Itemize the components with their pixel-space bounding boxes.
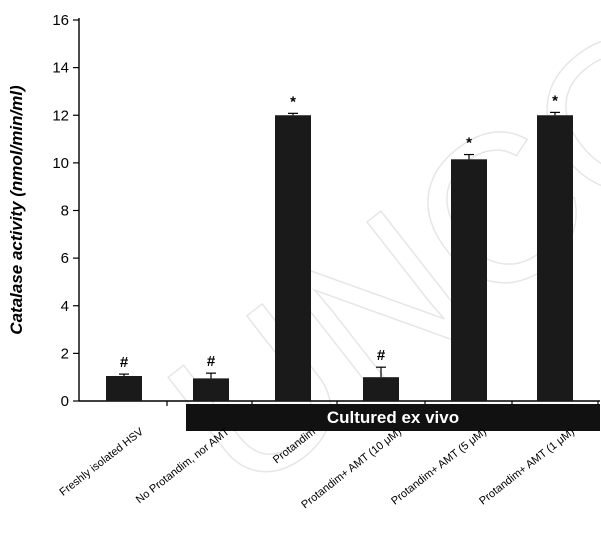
bar [363, 377, 399, 401]
y-tick-label: 2 [61, 345, 69, 362]
axes: 0 2 4 6 8 10 12 14 16 [52, 12, 600, 410]
bars: # # * # * * [106, 92, 573, 401]
y-axis-label: Catalase activity (nmol/min/ml) [7, 85, 26, 335]
y-tick-label: 14 [52, 60, 69, 77]
significance-hash: # [377, 347, 386, 364]
y-tick-label: 0 [61, 393, 69, 410]
bar [193, 378, 229, 401]
group-band-label: Cultured ex vivo [327, 408, 459, 427]
y-tick-label: 4 [61, 298, 69, 315]
group-band: Cultured ex vivo [186, 404, 600, 431]
category-label: Freshly isolated HSV [58, 426, 147, 499]
significance-star: * [290, 93, 296, 110]
bar [275, 115, 311, 401]
category-label: Protandim+ AMT (1 μM) [477, 426, 577, 508]
y-tick-label: 12 [52, 107, 69, 124]
y-tick-label: 8 [61, 203, 69, 220]
bar [451, 159, 487, 401]
category-label: Protandim+ AMT (5 μM) [389, 426, 489, 508]
y-tick-label: 10 [52, 155, 69, 172]
significance-star: * [466, 135, 472, 152]
y-tick-label: 16 [52, 12, 69, 29]
significance-star: * [552, 92, 558, 109]
group-band-bar [186, 404, 600, 431]
y-tick-label: 6 [61, 250, 69, 267]
significance-hash: # [207, 353, 216, 370]
bar [537, 115, 573, 401]
significance-hash: # [120, 354, 129, 371]
bar [106, 375, 142, 401]
